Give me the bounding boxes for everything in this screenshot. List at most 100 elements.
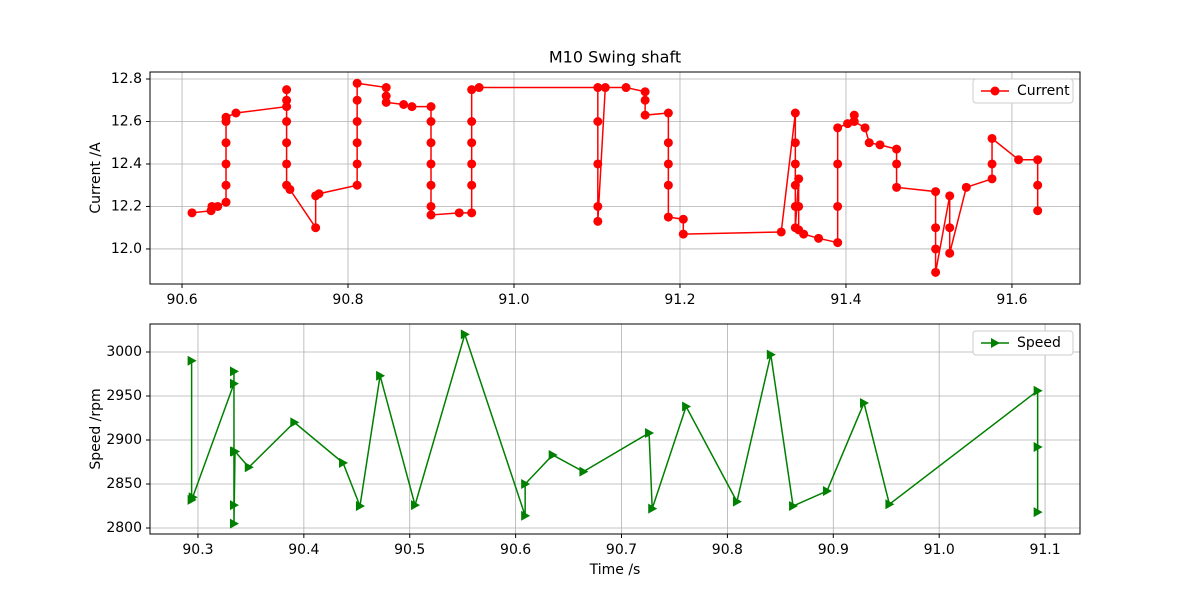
marker [1033, 442, 1043, 453]
marker [790, 138, 800, 148]
legend-marker [991, 338, 1000, 348]
marker [229, 500, 239, 511]
marker [187, 208, 197, 218]
marker [282, 116, 292, 126]
marker [352, 138, 362, 148]
marker [682, 401, 692, 412]
marker [593, 201, 603, 211]
x-tick-label: 91.0 [924, 542, 955, 558]
marker [931, 244, 941, 254]
marker [1033, 180, 1043, 190]
marker [1033, 507, 1043, 518]
marker [663, 108, 673, 118]
marker [282, 95, 292, 105]
marker [579, 466, 589, 477]
x-tick-label: 91.6 [996, 292, 1027, 308]
chart-title: M10 Swing shaft [549, 48, 681, 67]
x-tick-label: 90.4 [288, 542, 319, 558]
x-axis-label: Time /s [589, 562, 641, 578]
marker [231, 108, 241, 118]
marker [229, 366, 239, 377]
marker [339, 457, 349, 468]
marker [663, 159, 673, 169]
marker [1033, 385, 1043, 396]
marker [892, 159, 902, 169]
marker [648, 503, 658, 514]
x-tick-label: 90.8 [332, 292, 363, 308]
marker [931, 223, 941, 233]
marker [188, 492, 198, 503]
marker [885, 499, 895, 510]
marker [790, 159, 800, 169]
marker [213, 201, 223, 211]
marker [454, 208, 464, 218]
marker [799, 229, 809, 239]
marker [282, 85, 292, 95]
marker [640, 110, 650, 120]
marker [732, 496, 742, 507]
marker [663, 180, 673, 190]
marker [776, 227, 786, 237]
marker [593, 159, 603, 169]
marker [593, 83, 603, 93]
x-tick-label: 91.1 [1029, 542, 1060, 558]
marker [352, 116, 362, 126]
legend-marker [990, 86, 1000, 96]
marker [987, 159, 997, 169]
marker [640, 95, 650, 105]
marker [849, 116, 859, 126]
marker [987, 133, 997, 143]
marker [229, 378, 239, 389]
x-tick-label: 90.7 [606, 542, 637, 558]
marker [352, 180, 362, 190]
y-tick-label: 12.0 [111, 241, 142, 257]
marker [987, 174, 997, 184]
marker [593, 116, 603, 126]
y-tick-label: 12.2 [111, 198, 142, 214]
y-axis-label: Current /A [88, 142, 104, 214]
marker [282, 102, 292, 112]
marker [474, 83, 484, 93]
marker [426, 180, 436, 190]
marker [860, 123, 870, 133]
y-tick-label: 2850 [106, 476, 142, 492]
marker [814, 233, 824, 243]
marker [407, 102, 417, 112]
legend-box [972, 78, 1074, 104]
marker [352, 95, 362, 105]
marker [399, 100, 409, 110]
marker [931, 267, 941, 277]
marker [467, 180, 477, 190]
marker [381, 83, 391, 93]
marker [645, 427, 655, 438]
marker [229, 518, 239, 529]
marker [931, 187, 941, 197]
y-tick-label: 2800 [106, 520, 142, 536]
marker [593, 216, 603, 226]
marker [381, 91, 391, 101]
x-tick-label: 90.9 [818, 542, 849, 558]
marker [833, 201, 843, 211]
marker [221, 197, 231, 207]
y-tick-label: 2900 [106, 432, 142, 448]
marker [833, 123, 843, 133]
marker [352, 159, 362, 169]
marker [467, 208, 477, 218]
y-tick-label: 12.4 [111, 156, 142, 172]
marker [352, 78, 362, 88]
y-axis-label: Speed /rpm [88, 388, 104, 469]
marker [789, 501, 799, 512]
marker [945, 223, 955, 233]
marker [282, 138, 292, 148]
legend-label: Current [1017, 83, 1070, 99]
marker [678, 229, 688, 239]
marker [521, 479, 531, 490]
x-tick-label: 91.2 [664, 292, 695, 308]
y-tick-label: 2950 [106, 388, 142, 404]
marker [794, 201, 804, 211]
marker [231, 446, 241, 457]
marker [663, 212, 673, 222]
marker [426, 138, 436, 148]
marker [221, 159, 231, 169]
marker [426, 159, 436, 169]
